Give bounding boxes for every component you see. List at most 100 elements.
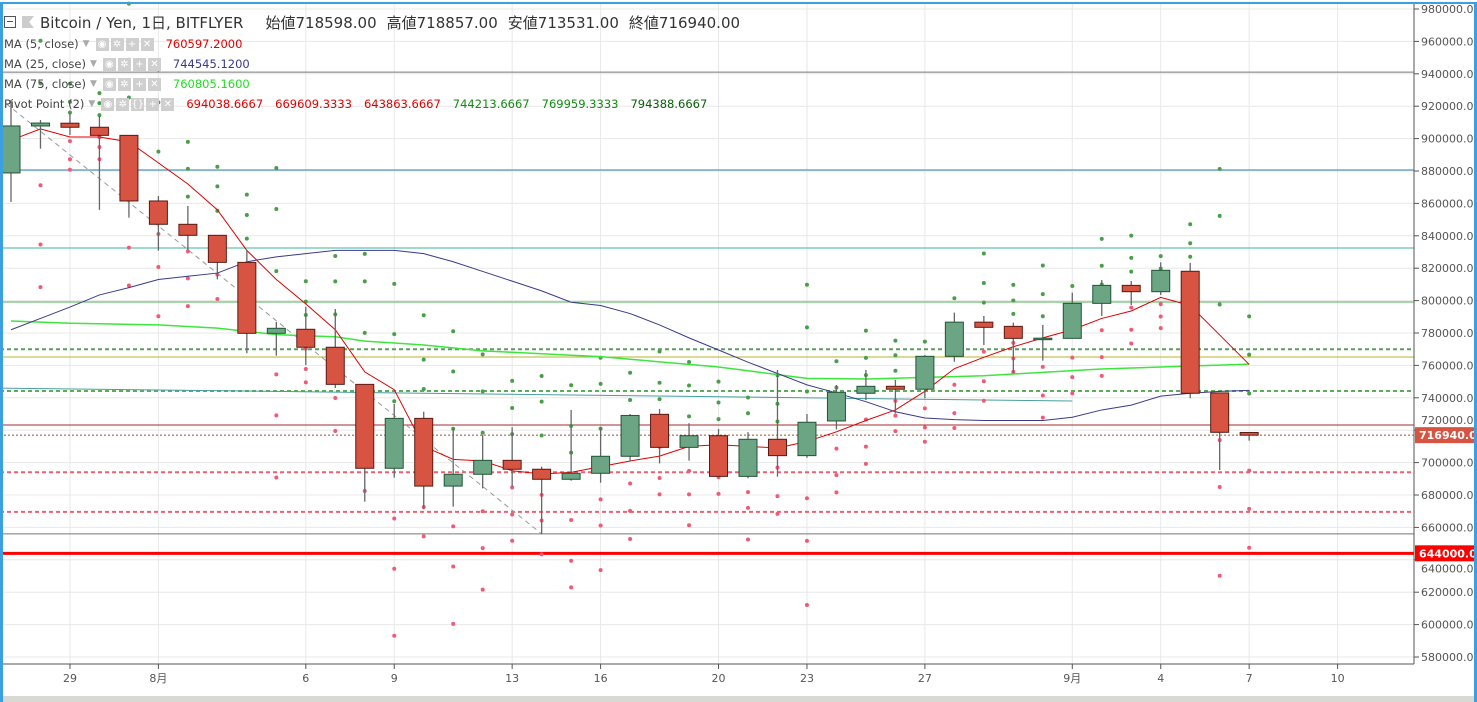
candle-up[interactable] xyxy=(384,403,404,478)
pivot-resistance-dot xyxy=(38,81,43,86)
candle-down[interactable] xyxy=(355,383,375,502)
candle-body xyxy=(1151,269,1171,293)
candle-down[interactable] xyxy=(650,408,670,464)
time-axis[interactable]: 29 8月 6 9 13 16 20 23 27 9月 4 7 10 xyxy=(63,664,1345,685)
candle-body xyxy=(237,261,257,334)
close-icon[interactable]: ✕ xyxy=(147,57,161,71)
candle-down[interactable] xyxy=(532,466,552,535)
candle-down[interactable] xyxy=(1210,392,1230,471)
indicator-name[interactable]: MA (75, close) xyxy=(4,77,86,91)
candle-up[interactable] xyxy=(443,428,463,507)
close-icon[interactable]: ✕ xyxy=(140,37,154,51)
close-icon[interactable]: ✕ xyxy=(147,77,161,91)
close-label: 終値 xyxy=(628,13,659,32)
candle-down[interactable] xyxy=(885,379,905,414)
plus-icon[interactable]: + xyxy=(132,77,146,91)
pivot-resistance-dot xyxy=(863,355,868,360)
candle-up[interactable] xyxy=(826,385,846,430)
indicator-row[interactable]: MA (25, close) ▼ ◉ ✲ + ✕ 744545.1200 xyxy=(4,54,750,74)
eye-icon[interactable]: ◉ xyxy=(101,97,115,111)
trend-line[interactable] xyxy=(0,98,542,535)
candle-up[interactable] xyxy=(915,355,935,399)
candle-down[interactable] xyxy=(207,234,227,280)
indicator-name[interactable]: MA (25, close) xyxy=(4,57,86,71)
candle-up[interactable] xyxy=(797,414,817,458)
symbol-title[interactable]: Bitcoin / Yen, 1日, BITFLYER xyxy=(40,13,244,32)
candle-up[interactable] xyxy=(1151,262,1171,295)
candle-down[interactable] xyxy=(767,369,787,477)
candle-up[interactable] xyxy=(1,100,21,202)
candle-down[interactable] xyxy=(414,411,434,510)
pivot-resistance-dot xyxy=(981,251,986,256)
candle-body xyxy=(1062,302,1082,339)
candle-up[interactable] xyxy=(1062,292,1082,339)
close-icon[interactable]: ✕ xyxy=(161,97,175,111)
plus-icon[interactable]: + xyxy=(132,57,146,71)
candle-down[interactable] xyxy=(296,306,316,366)
candle-down[interactable] xyxy=(89,115,109,210)
candle-down[interactable] xyxy=(325,309,345,389)
candle-up[interactable] xyxy=(620,414,640,462)
candle-up[interactable] xyxy=(856,369,876,401)
candle-up[interactable] xyxy=(738,432,758,479)
candle-down[interactable] xyxy=(1239,431,1259,441)
chevron-down-icon[interactable]: ▼ xyxy=(82,39,90,49)
source-icon[interactable]: {} xyxy=(131,97,145,111)
plus-icon[interactable]: + xyxy=(146,97,160,111)
gear-icon[interactable]: ✲ xyxy=(117,77,131,91)
candle-down[interactable] xyxy=(237,250,257,354)
eye-icon[interactable]: ◉ xyxy=(102,77,116,91)
indicator-name[interactable]: MA (5, close) xyxy=(4,37,79,51)
trend-line[interactable] xyxy=(0,387,1073,402)
indicator-row[interactable]: MA (75, close) ▼ ◉ ✲ + ✕ 760805.1600 xyxy=(4,74,750,94)
candle-up[interactable] xyxy=(266,321,286,356)
pivot-resistance-dot xyxy=(981,300,986,305)
low-value: 安値713531.00 xyxy=(508,12,619,33)
candle-down[interactable] xyxy=(502,427,522,487)
candle-down[interactable] xyxy=(178,205,198,251)
candle-up[interactable] xyxy=(679,423,699,461)
eye-icon[interactable]: ◉ xyxy=(95,37,109,51)
indicator-list: MA (5, close) ▼ ◉ ✲ + ✕ 760597.2000 MA (25, clo… xyxy=(4,34,750,114)
plus-icon[interactable]: + xyxy=(125,37,139,51)
collapse-icon[interactable] xyxy=(4,16,16,28)
gear-icon[interactable]: ✲ xyxy=(110,37,124,51)
candle-down[interactable] xyxy=(709,429,729,477)
candle-up[interactable] xyxy=(591,427,611,483)
candle-up[interactable] xyxy=(1033,324,1053,361)
candle-up[interactable] xyxy=(561,409,581,481)
candle-down[interactable] xyxy=(1003,322,1023,374)
indicator-row[interactable]: Pivot Point (2) ▼ ◉ ✲{} + ✕ 694038.6667 669609.… xyxy=(4,94,750,114)
candle-down[interactable] xyxy=(974,315,994,345)
candle-body xyxy=(620,414,640,457)
gear-icon[interactable]: ✲ xyxy=(116,97,130,111)
pivot-support-dot xyxy=(1247,506,1252,511)
candle-up[interactable] xyxy=(473,435,493,489)
candle-down[interactable] xyxy=(119,134,139,218)
chevron-down-icon[interactable]: ▼ xyxy=(89,79,97,89)
pivot-support-dot xyxy=(38,285,43,290)
candle-body xyxy=(1092,284,1112,304)
flag-icon[interactable] xyxy=(22,16,34,28)
pivot-resistance-dot xyxy=(362,330,367,335)
price-tick-label: 940000.00 xyxy=(1421,68,1477,81)
candle-down[interactable] xyxy=(60,113,80,136)
pivot-resistance-dot xyxy=(274,207,279,212)
candle-up[interactable] xyxy=(944,312,964,362)
indicator-name[interactable]: Pivot Point (2) xyxy=(4,97,85,111)
indicator-row[interactable]: MA (5, close) ▼ ◉ ✲ + ✕ 760597.2000 xyxy=(4,34,750,54)
gear-icon[interactable]: ✲ xyxy=(117,57,131,71)
price-axis[interactable]: 980000.00 960000.00 940000.00 920000.00 9000… xyxy=(1414,3,1477,664)
candle-up[interactable] xyxy=(1092,280,1112,316)
candle-down[interactable] xyxy=(1121,280,1141,305)
pivot-resistance-dot xyxy=(333,253,338,258)
candle-down[interactable] xyxy=(1180,262,1200,399)
pivot-support-dot xyxy=(687,468,692,473)
candles[interactable] xyxy=(1,100,1259,535)
candle-up[interactable] xyxy=(30,119,50,149)
chevron-down-icon[interactable]: ▼ xyxy=(89,59,97,69)
candle-down[interactable] xyxy=(148,195,168,251)
chevron-down-icon[interactable]: ▼ xyxy=(88,99,96,109)
eye-icon[interactable]: ◉ xyxy=(102,57,116,71)
